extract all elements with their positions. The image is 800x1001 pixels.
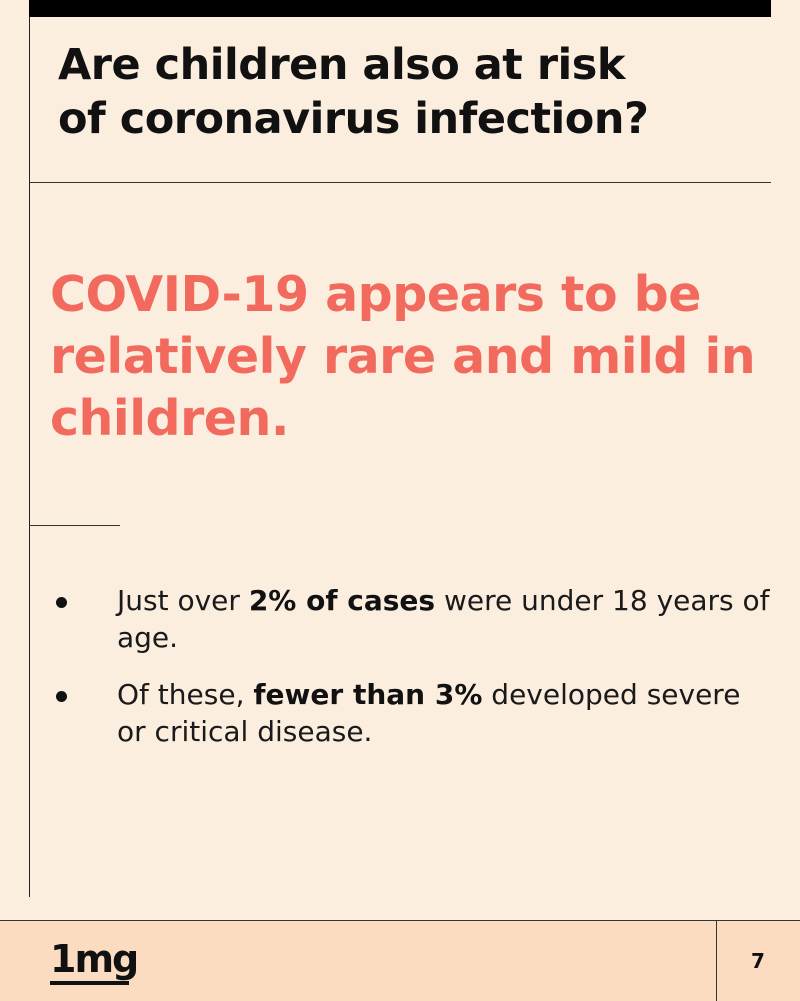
title-divider xyxy=(29,182,771,183)
bullet-text-bold: fewer than 3% xyxy=(253,678,483,711)
bullet-text-bold: 2% of cases xyxy=(248,584,436,617)
title-line-2: of coronavirus infection? xyxy=(58,94,649,144)
title-line-1: Are children also at risk xyxy=(58,40,625,90)
list-item: Just over 2% of cases were under 18 year… xyxy=(0,582,777,656)
bullet-list: Just over 2% of cases were under 18 year… xyxy=(0,582,800,770)
headline-line-3: children. xyxy=(50,390,290,447)
page-title: Are children also at risk of coronavirus… xyxy=(58,38,758,146)
top-bar xyxy=(29,0,771,17)
footer: 1mg 7 xyxy=(0,920,800,1001)
section-divider xyxy=(29,525,120,526)
brand-logo: 1mg xyxy=(50,937,139,981)
logo-underline xyxy=(50,981,129,985)
left-vertical-rule xyxy=(29,17,30,897)
footer-divider xyxy=(716,921,717,1001)
bullet-text-after: developed severe or critical disease. xyxy=(117,678,741,748)
bullet-dot-icon xyxy=(56,597,67,608)
bullet-text-before: Of these, xyxy=(117,678,254,711)
headline-line-2: relatively rare and mild in xyxy=(50,328,756,385)
page-number: 7 xyxy=(751,949,765,973)
headline-line-1: COVID-19 appears to be xyxy=(50,266,701,323)
bullet-dot-icon xyxy=(56,691,67,702)
bullet-text-before: Just over xyxy=(117,584,249,617)
headline: COVID-19 appears to be relatively rare a… xyxy=(50,264,770,450)
bullet-text-after: were under 18 years of age. xyxy=(117,584,770,654)
list-item: Of these, fewer than 3% developed severe… xyxy=(0,676,777,750)
